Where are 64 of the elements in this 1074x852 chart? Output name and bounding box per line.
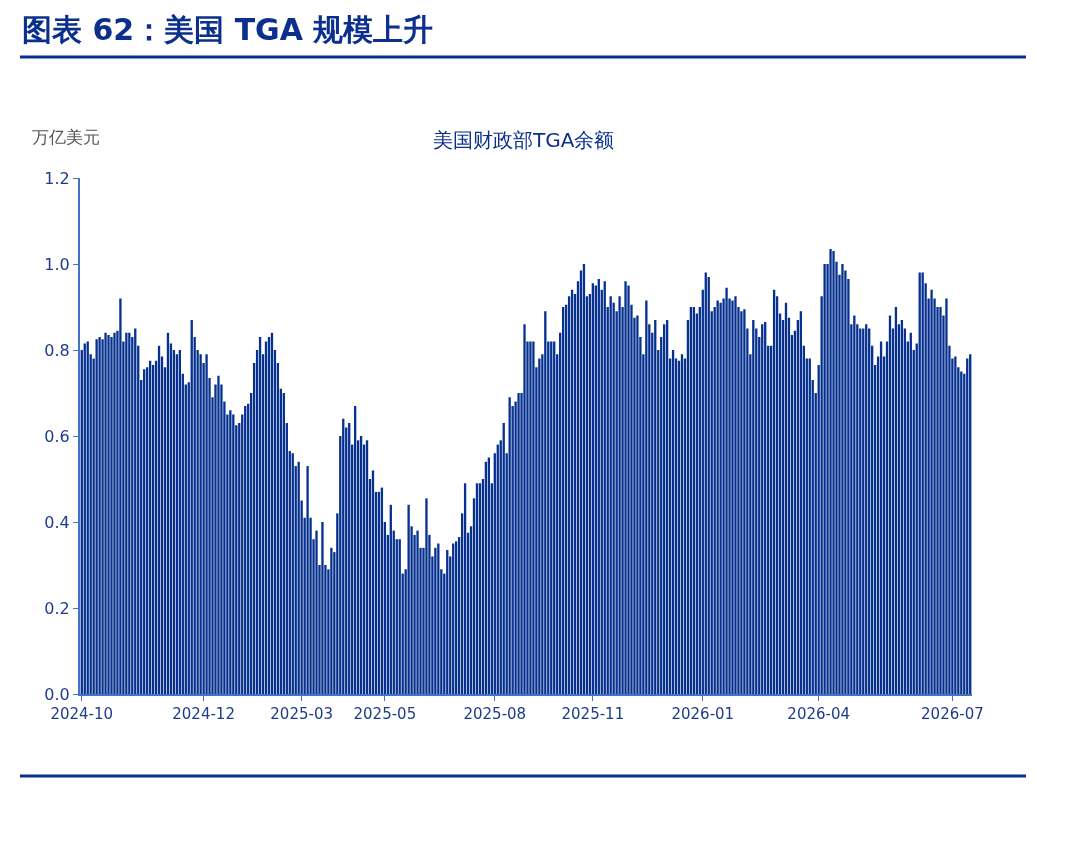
bar <box>110 337 113 694</box>
bar <box>517 393 520 694</box>
x-tick-label: 2026-07 <box>921 705 984 723</box>
bar <box>743 309 746 694</box>
bar <box>407 504 410 694</box>
y-axis-title: 万亿美元 <box>32 127 100 147</box>
bar <box>939 307 942 694</box>
bar <box>832 251 835 694</box>
bar <box>437 543 440 694</box>
bar <box>930 289 933 694</box>
bar <box>425 498 428 694</box>
bar <box>217 375 220 694</box>
bar <box>229 410 232 694</box>
bar <box>434 547 437 694</box>
bar <box>954 356 957 694</box>
bar <box>731 300 734 694</box>
y-tick-label: 1.2 <box>44 168 70 188</box>
bar <box>725 287 728 694</box>
bar <box>315 530 318 694</box>
y-tick-label: 0.8 <box>44 340 70 360</box>
x-tick-label: 2026-04 <box>787 705 851 723</box>
bar <box>823 264 826 694</box>
x-tick-label: 2024-12 <box>172 705 235 723</box>
bar <box>205 354 208 694</box>
x-tick-label: 2025-03 <box>270 705 333 723</box>
bar <box>95 339 98 694</box>
x-tick-label: 2025-05 <box>353 705 417 723</box>
bar <box>416 530 419 694</box>
bar <box>719 302 722 694</box>
bar <box>113 332 116 694</box>
bar <box>636 315 639 694</box>
x-tick-label: 2026-01 <box>671 705 735 723</box>
bar <box>740 311 743 694</box>
bar <box>523 324 526 694</box>
x-tick-label: 2025-08 <box>463 705 527 723</box>
bar <box>734 296 737 694</box>
bar <box>306 466 309 694</box>
bar <box>829 248 832 694</box>
chart-subtitle: 美国财政部TGA余额 <box>433 128 615 152</box>
x-tick-label: 2025-11 <box>561 705 625 723</box>
y-tick-label: 0.6 <box>44 426 70 446</box>
y-tick-label: 1.0 <box>44 254 70 274</box>
bar <box>945 298 948 694</box>
y-tick-label: 0.4 <box>44 512 70 532</box>
x-tick-label: 2024-10 <box>50 705 114 723</box>
bar <box>119 298 122 694</box>
chart-title: 图表 62：美国 TGA 规模上升 <box>22 12 434 47</box>
bar <box>841 264 844 694</box>
bar <box>532 341 535 694</box>
bar <box>716 300 719 694</box>
y-tick-label: 0.2 <box>44 598 70 618</box>
bar <box>98 337 101 694</box>
y-tick-label: 0.0 <box>44 684 70 704</box>
bar <box>104 332 107 694</box>
bar <box>645 300 648 694</box>
bar <box>618 296 621 694</box>
bar <box>107 334 110 694</box>
bar <box>199 354 202 694</box>
bar <box>538 358 541 694</box>
bar <box>330 547 333 694</box>
bar <box>529 341 532 694</box>
bar <box>624 281 627 694</box>
bar <box>627 285 630 694</box>
bar <box>321 522 324 694</box>
